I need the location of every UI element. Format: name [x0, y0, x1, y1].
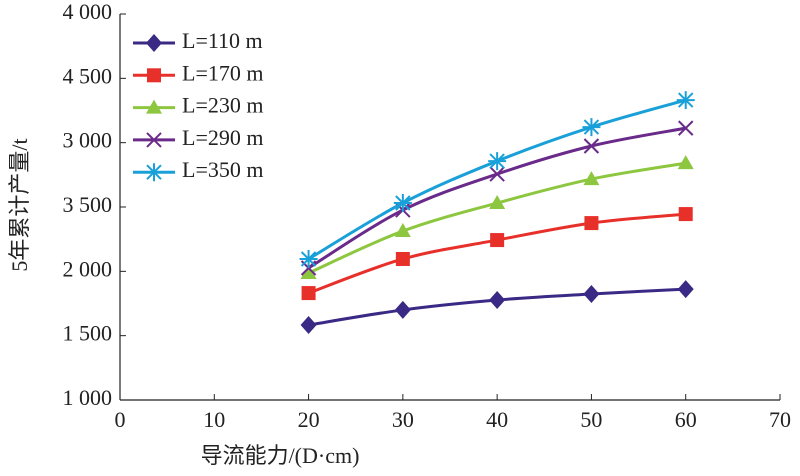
- legend-marker: [147, 68, 161, 83]
- legend-label: L=290 m: [182, 125, 263, 150]
- x-axis-title: 导流能力/(D·cm): [201, 443, 360, 468]
- legend-label: L=170 m: [182, 60, 263, 85]
- marker: [582, 118, 601, 137]
- y-tick-label: 4 500: [63, 63, 113, 88]
- marker: [489, 166, 505, 182]
- marker: [490, 233, 505, 248]
- marker: [584, 216, 599, 231]
- legend-label: L=110 m: [182, 28, 263, 53]
- marker: [395, 251, 410, 266]
- marker: [677, 280, 694, 299]
- x-tick-label: 10: [203, 407, 225, 432]
- marker: [300, 315, 317, 334]
- y-tick-label: 1 000: [63, 385, 113, 410]
- x-tick-label: 50: [580, 407, 602, 432]
- marker: [583, 138, 600, 154]
- legend-label: L=230 m: [182, 93, 263, 118]
- x-tick-label: 40: [486, 407, 508, 432]
- marker: [299, 249, 318, 268]
- x-tick-label: 60: [675, 407, 697, 432]
- y-tick-label: 2 000: [63, 256, 113, 281]
- marker: [583, 171, 600, 186]
- y-tick-label: 3 000: [63, 128, 113, 153]
- x-tick-label: 0: [115, 407, 126, 432]
- marker: [301, 286, 316, 301]
- marker: [488, 152, 507, 171]
- marker: [394, 223, 411, 238]
- marker: [393, 194, 412, 213]
- x-tick-label: 70: [769, 407, 791, 432]
- legend-label: L=350 m: [182, 157, 263, 182]
- marker: [677, 155, 694, 170]
- legend-marker: [146, 132, 162, 148]
- y-tick-label: 3 500: [63, 192, 113, 217]
- marker: [489, 291, 506, 310]
- y-axis-title: 5年累计产量/t: [7, 138, 32, 271]
- marker: [676, 91, 695, 110]
- y-tick-label: 1 500: [63, 321, 113, 346]
- marker: [300, 265, 317, 280]
- x-tick-label: 30: [392, 407, 414, 432]
- legend-marker: [145, 163, 163, 182]
- x-tick-label: 20: [298, 407, 320, 432]
- marker: [678, 207, 693, 222]
- legend-marker: [146, 34, 162, 52]
- y-tick-label: 4 000: [63, 0, 113, 24]
- marker: [583, 284, 600, 303]
- marker: [489, 195, 506, 210]
- legend-marker: [146, 99, 162, 114]
- marker: [394, 300, 411, 319]
- marker: [678, 120, 694, 136]
